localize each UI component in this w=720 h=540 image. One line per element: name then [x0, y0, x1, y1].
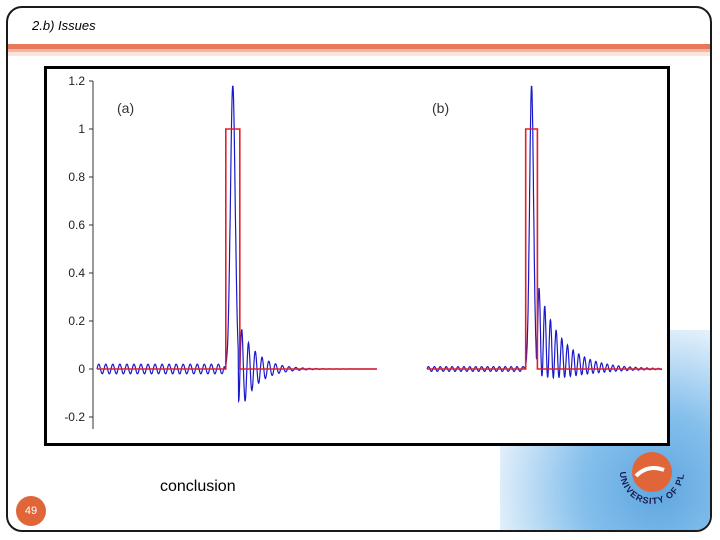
y-tick-label: 0.2 [68, 314, 85, 328]
signal-series-line [426, 85, 663, 380]
panel-b-plot [426, 85, 663, 380]
reference-series-line [97, 128, 377, 370]
logo-disc [632, 452, 672, 492]
conclusion-label: conclusion [160, 478, 236, 495]
university-logo: UNIVERSITY OF PLYMOUTH [600, 430, 685, 506]
y-axis-a: -0.2 0 0.2 0.4 0.6 0.8 1 1.2 [64, 74, 94, 429]
chart-container: -0.2 0 0.2 0.4 0.6 0.8 1 1.2 (a) (b) [44, 66, 670, 446]
y-tick-label: 1.2 [68, 74, 85, 88]
logo-wave [634, 466, 665, 478]
page-number-badge: 49 [16, 496, 46, 526]
slide-title: 2.b) Issues [32, 18, 96, 33]
y-tick-label: 0 [78, 362, 85, 376]
header-rule-top [8, 44, 710, 49]
header-rule-bottom [8, 52, 710, 56]
y-tick-label: 0.6 [68, 218, 85, 232]
header-rule-mid [8, 49, 710, 52]
slide-header: 2.b) Issues [8, 8, 710, 44]
y-tick-label: 1 [78, 122, 85, 136]
panel-b-label: (b) [432, 100, 449, 116]
y-tick-label: -0.2 [64, 410, 85, 424]
y-tick-label: 0.4 [68, 266, 85, 280]
chart-svg: -0.2 0 0.2 0.4 0.6 0.8 1 1.2 (a) (b) [64, 74, 663, 429]
y-tick-label: 0.8 [68, 170, 85, 184]
reference-series-line [427, 128, 662, 370]
signal-series-line [96, 85, 377, 404]
panel-a-plot [96, 85, 377, 404]
panel-a-label: (a) [117, 100, 134, 116]
